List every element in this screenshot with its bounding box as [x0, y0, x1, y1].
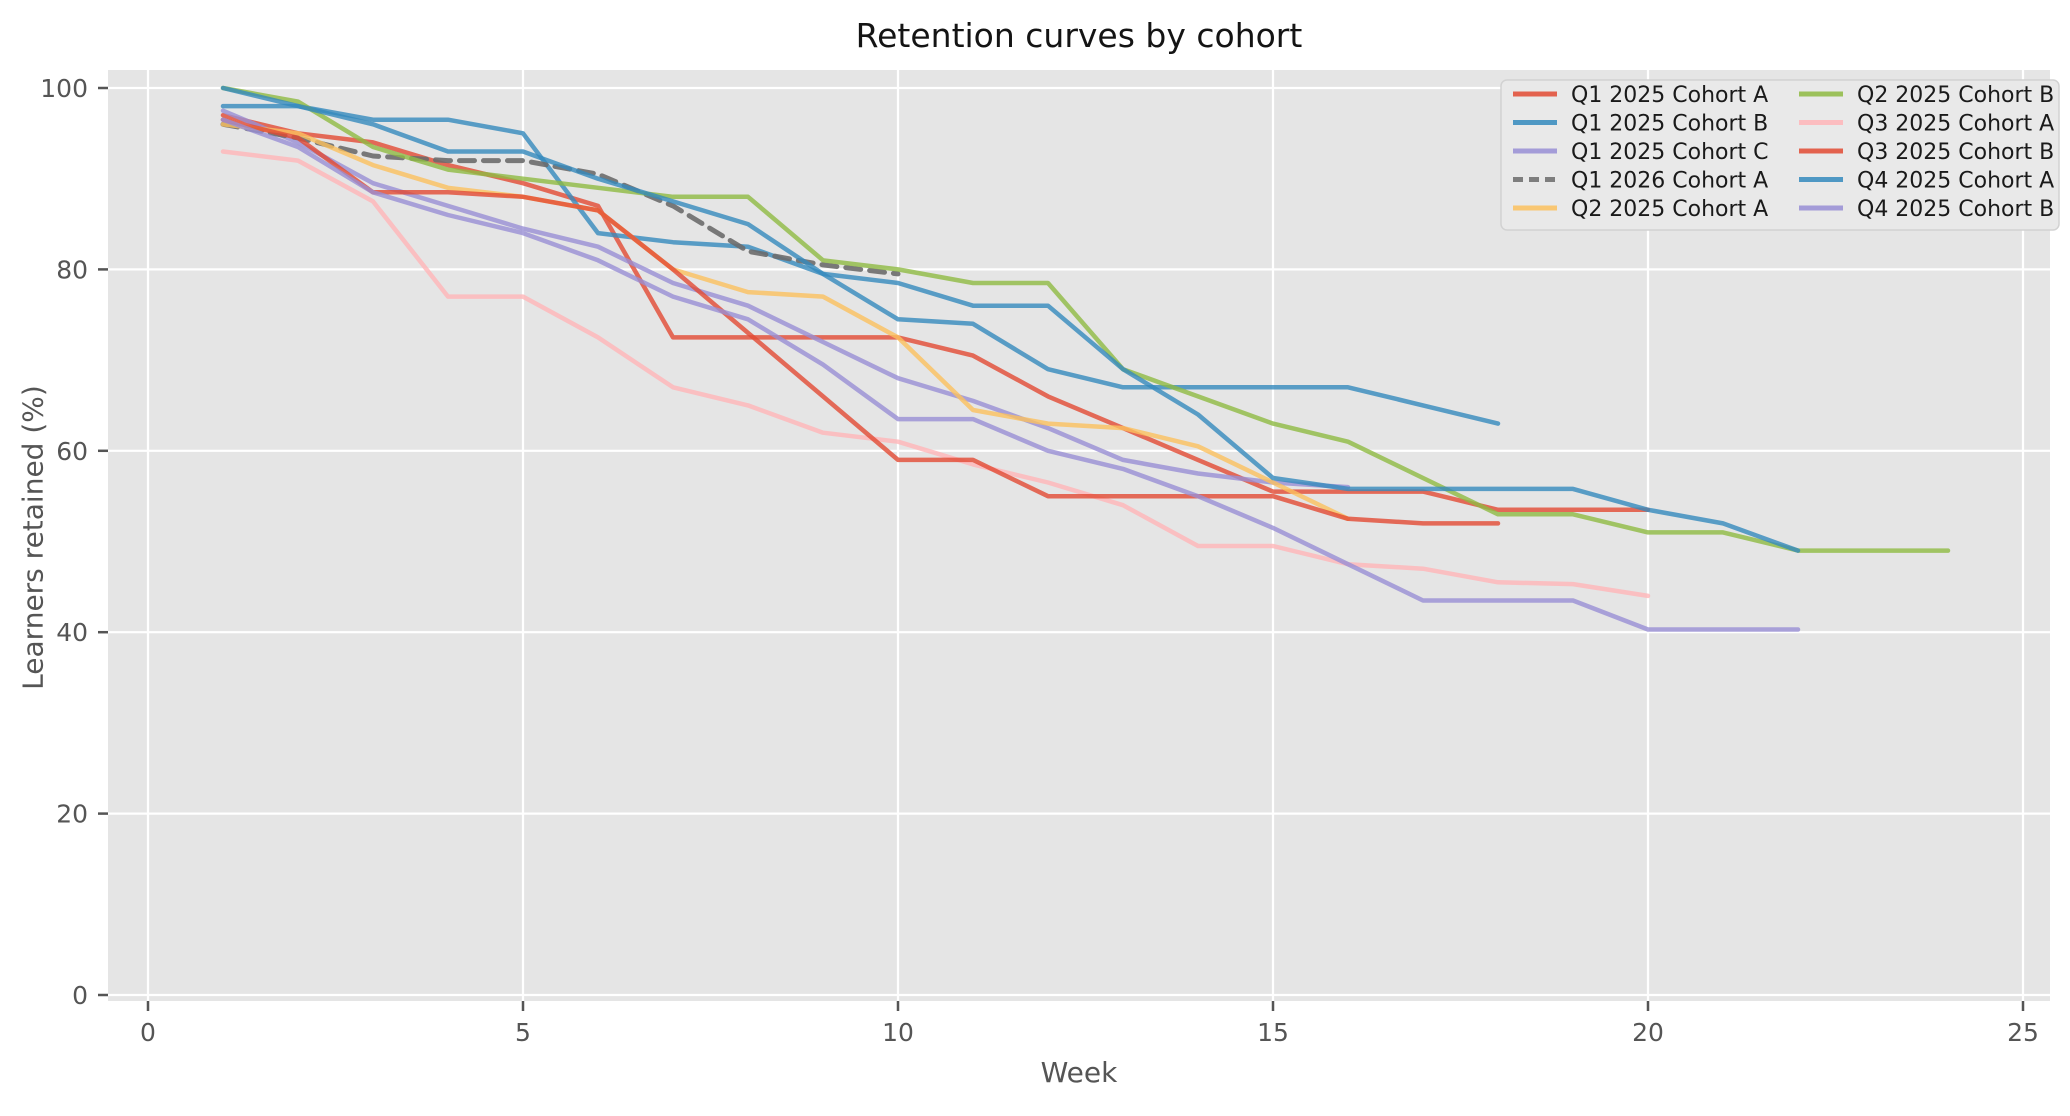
- y-tick-label: 40: [56, 618, 88, 647]
- chart-title: Retention curves by cohort: [855, 16, 1303, 55]
- legend-entry-label: Q4 2025 Cohort B: [1857, 197, 2054, 222]
- legend-entry-label: Q3 2025 Cohort A: [1857, 112, 2054, 137]
- legend-entry-label: Q3 2025 Cohort B: [1857, 140, 2054, 165]
- x-axis-label: Week: [1040, 1056, 1118, 1089]
- series-line-q4-2025-cohort-b: [220, 117, 1801, 632]
- x-tick-label: 15: [1257, 1018, 1289, 1047]
- series-line-q1-2025-cohort-a: [220, 112, 1651, 513]
- y-tick-label: 100: [40, 74, 88, 103]
- series-line-q2-2025-cohort-a: [220, 122, 1351, 522]
- y-tick-label: 80: [56, 255, 88, 284]
- y-axis-label: Learners retained (%): [16, 385, 50, 690]
- x-tick-label: 5: [515, 1018, 531, 1047]
- x-tick-label: 10: [882, 1018, 914, 1047]
- y-tick-label: 20: [56, 800, 88, 829]
- x-tick-label: 20: [1632, 1018, 1664, 1047]
- x-tick-label: 25: [2007, 1018, 2039, 1047]
- y-tick-label: 60: [56, 437, 88, 466]
- series-line-q2-2025-cohort-b: [220, 85, 1951, 553]
- legend-entry-label: Q2 2025 Cohort A: [1571, 197, 1768, 222]
- x-tick-label: 0: [140, 1018, 156, 1047]
- legend-entry-label: Q1 2026 Cohort A: [1571, 169, 1768, 194]
- legend-entry-label: Q1 2025 Cohort C: [1571, 140, 1769, 165]
- series-line-q3-2025-cohort-a: [220, 149, 1651, 599]
- y-tick-label: 0: [72, 981, 88, 1010]
- series-line-q4-2025-cohort-a: [220, 85, 1801, 553]
- legend-entry-label: Q1 2025 Cohort B: [1571, 112, 1768, 137]
- series-line-q3-2025-cohort-b: [220, 117, 1501, 526]
- legend-entry-label: Q4 2025 Cohort A: [1857, 169, 2054, 194]
- legend-entry-label: Q2 2025 Cohort B: [1857, 83, 2054, 108]
- legend-entry-label: Q1 2025 Cohort A: [1571, 83, 1768, 108]
- legend-box: [1500, 79, 2060, 231]
- series-line-q1-2025-cohort-b: [220, 103, 1501, 426]
